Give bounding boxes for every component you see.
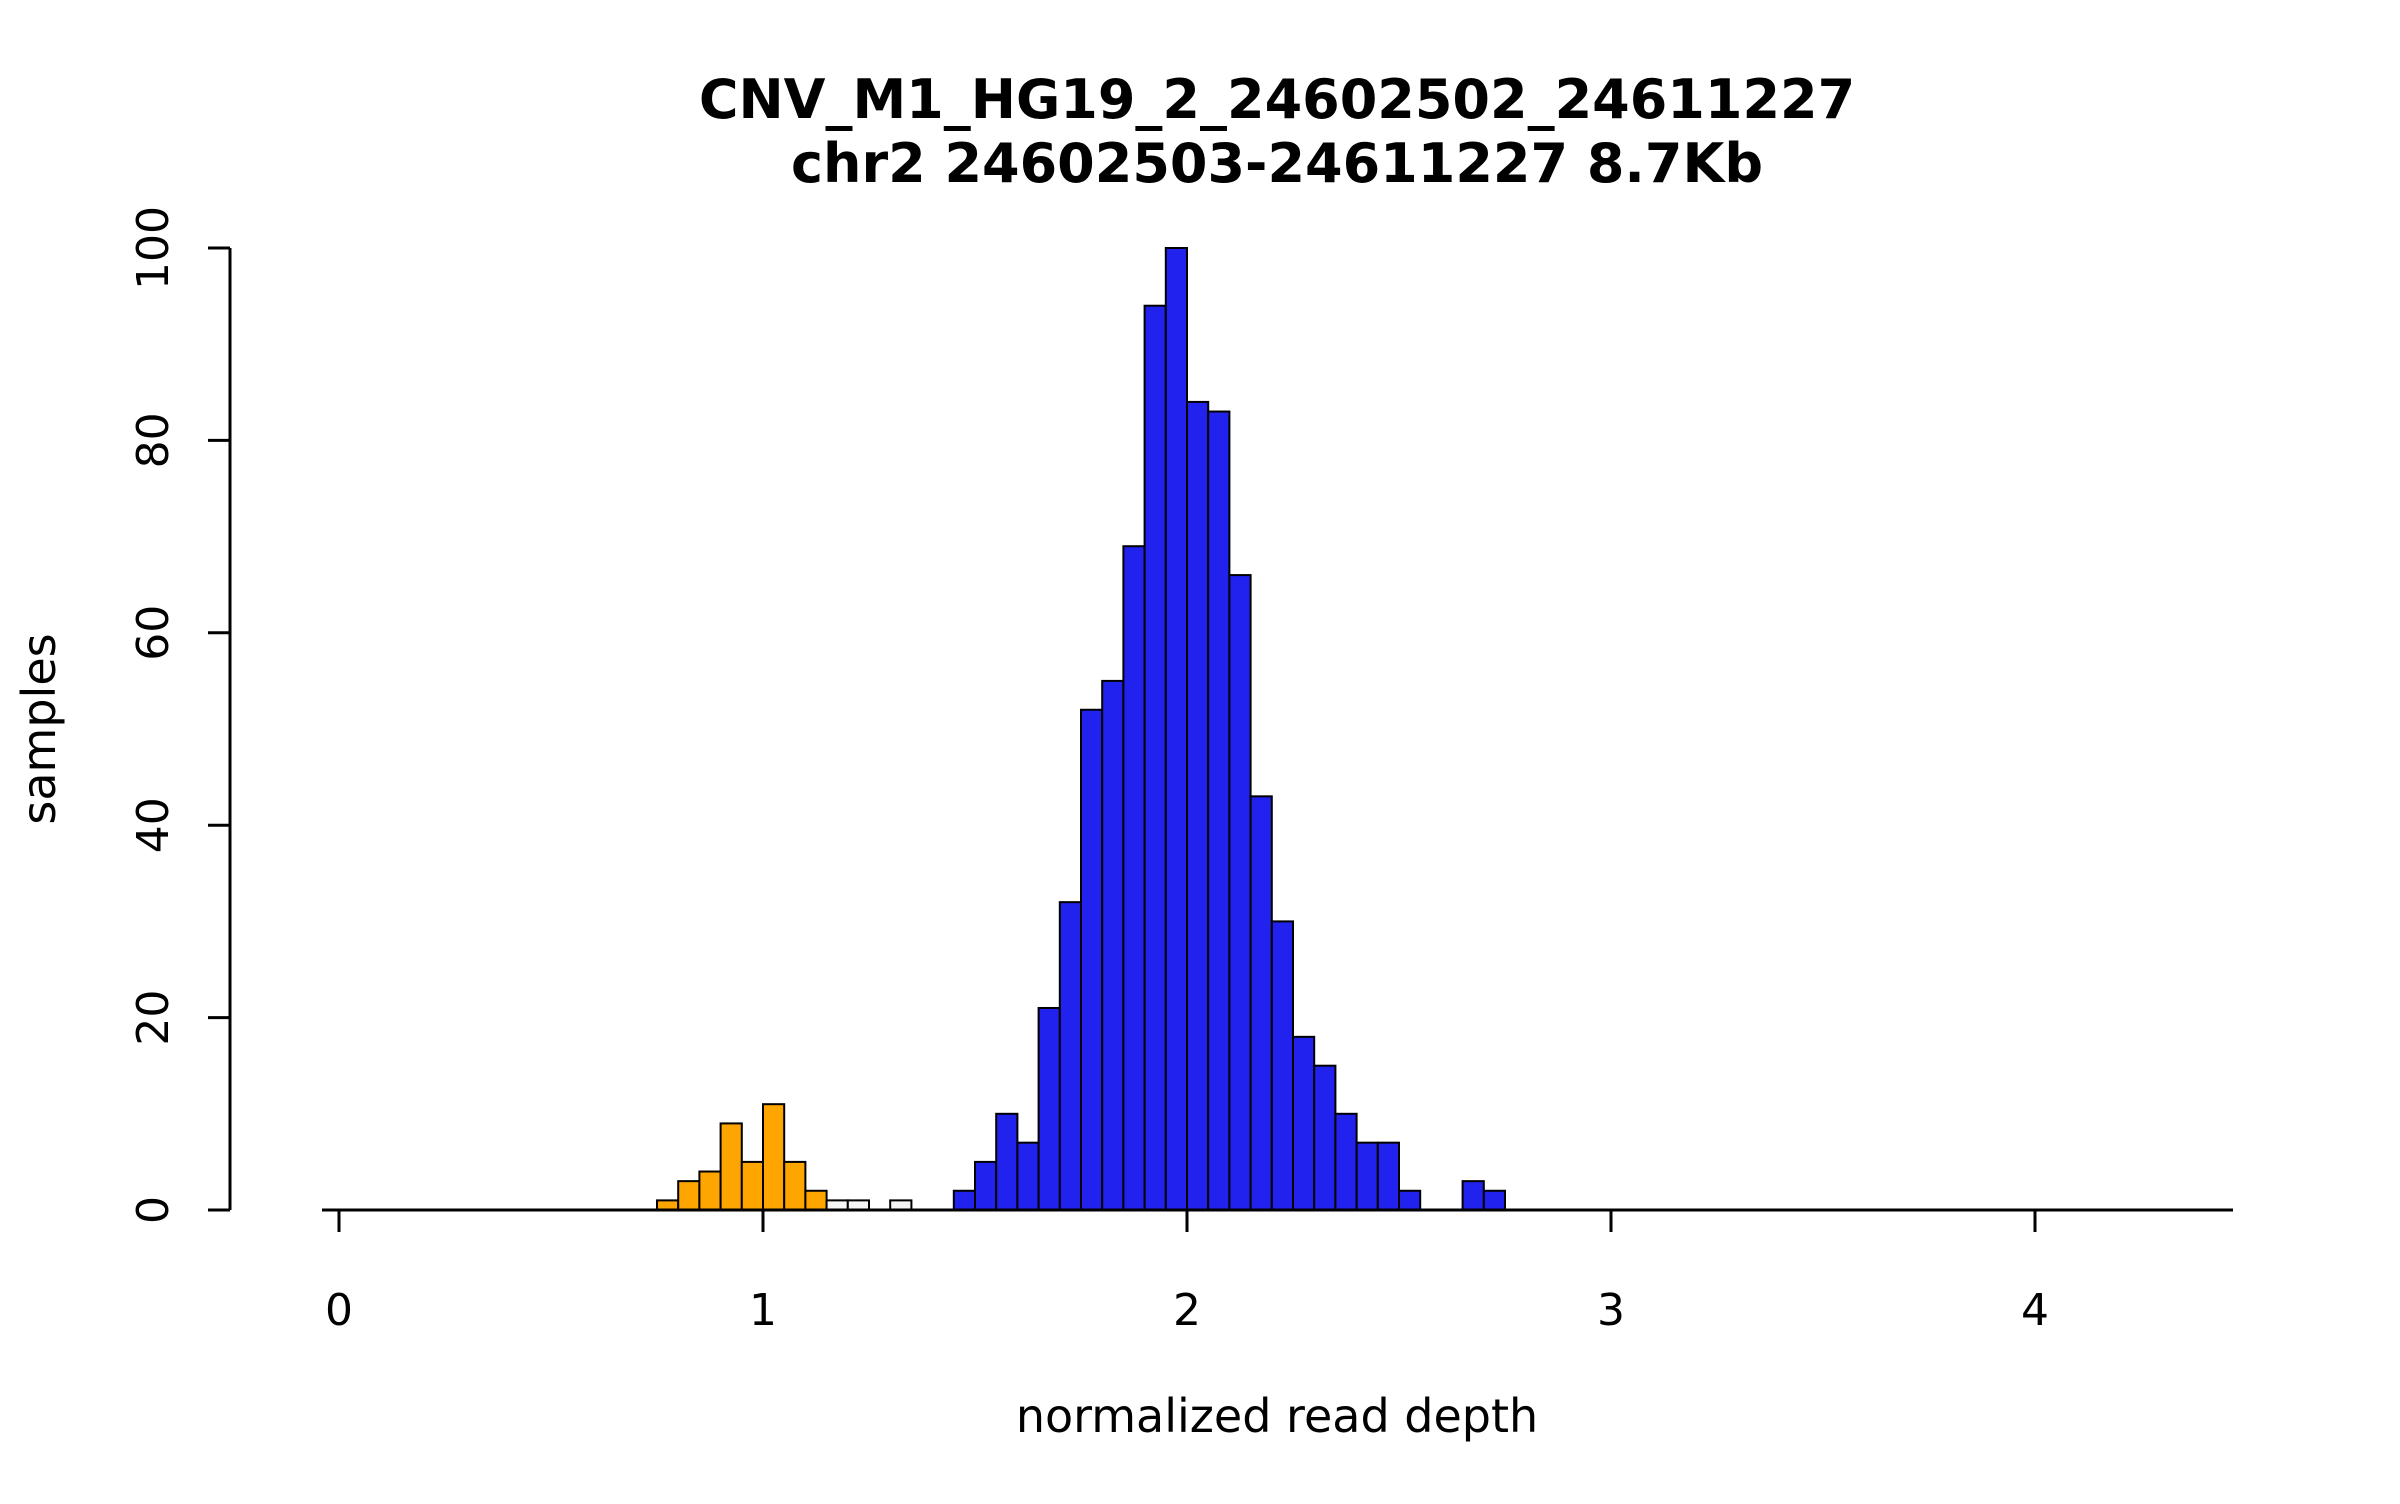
- histogram-bar: [740, 1160, 764, 1212]
- histogram-bar: [1376, 1141, 1401, 1212]
- x-tick-label: 0: [325, 1285, 353, 1336]
- histogram-bar: [719, 1122, 743, 1212]
- histogram-bar: [1016, 1141, 1040, 1212]
- histogram-bar: [1164, 247, 1189, 1211]
- x-tick-label: 2: [1173, 1285, 1201, 1336]
- histogram-bar: [1270, 920, 1295, 1212]
- histogram-bar: [1207, 410, 1231, 1212]
- histogram-bar: [995, 1112, 1019, 1212]
- y-tick-label: 100: [128, 206, 179, 290]
- x-axis-label: normalized read depth: [1016, 1389, 1538, 1443]
- histogram-bar: [1249, 795, 1273, 1212]
- histogram-bar: [1080, 708, 1104, 1211]
- histogram-bar: [1101, 679, 1125, 1211]
- chart-title: CNV_M1_HG19_2_24602502_24611227: [699, 68, 1855, 131]
- histogram-bar: [1461, 1180, 1485, 1212]
- histogram-bar: [1122, 545, 1146, 1211]
- histogram-bar: [1398, 1189, 1422, 1212]
- y-tick-label: 60: [128, 605, 179, 661]
- histogram-bar: [1143, 304, 1167, 1212]
- histogram-bar: [1482, 1189, 1507, 1212]
- x-tick-label: 3: [1597, 1285, 1625, 1336]
- histogram-bar: [783, 1160, 807, 1212]
- histogram-bar: [1334, 1112, 1358, 1212]
- y-tick-label: 0: [128, 1196, 179, 1224]
- histogram-bar: [1313, 1064, 1337, 1211]
- chart-subtitle: chr2 24602503-24611227 8.7Kb: [791, 132, 1763, 195]
- histogram-bar: [974, 1160, 998, 1212]
- histogram-bar: [762, 1103, 786, 1212]
- histogram-bar: [1355, 1141, 1379, 1212]
- histogram-bar: [804, 1189, 828, 1212]
- histogram-bar: [1186, 400, 1210, 1212]
- histogram-bar: [1037, 1006, 1061, 1211]
- histogram-bar: [1292, 1035, 1316, 1211]
- x-tick-label: 4: [2021, 1285, 2049, 1336]
- histogram-bar: [1058, 901, 1083, 1211]
- histogram-bar: [677, 1180, 701, 1212]
- y-tick-label: 40: [128, 797, 179, 853]
- y-tick-label: 80: [128, 412, 179, 468]
- y-tick-label: 20: [128, 990, 179, 1046]
- histogram-bar: [952, 1189, 976, 1212]
- histogram-bar: [698, 1170, 722, 1212]
- histogram-bar: [1228, 574, 1252, 1211]
- y-axis-label: samples: [12, 633, 66, 824]
- x-tick-label: 1: [749, 1285, 777, 1336]
